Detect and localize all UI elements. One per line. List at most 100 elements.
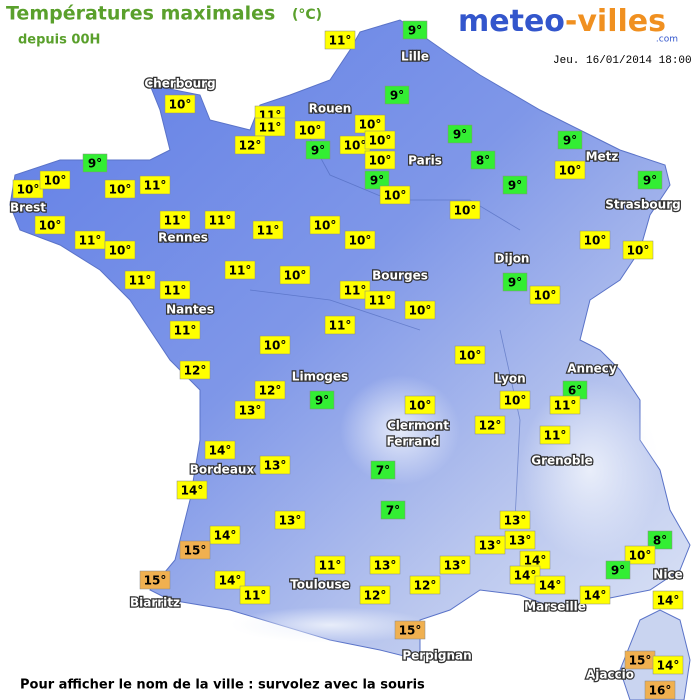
temp-badge [502,272,528,292]
temp-badge [449,200,481,220]
temp-badge [579,585,611,605]
temp-value: 12° [479,419,502,433]
temp-value: 9° [390,89,404,103]
temp-value: 10° [504,394,527,408]
temp-value: 11° [554,399,577,413]
temp-badge [204,440,236,460]
temp-value: 14° [657,594,680,608]
city-name: Lille [401,50,429,64]
title-unit: (°C) [292,7,322,23]
temp-value: 11° [259,121,282,135]
temp-badge [637,170,663,190]
temp-badge [402,20,428,40]
temp-badge [104,240,136,260]
labels: Cherbourg Lille Rouen Paris Metz Brest Strasbo… [9,20,684,700]
temp-badge [239,585,271,605]
city-name: Perpignan [402,649,471,663]
temp-value: 10° [409,399,432,413]
temp-value: 13° [479,539,502,553]
temp-badge [404,300,436,320]
temp-badge [309,215,341,235]
temp-value: 10° [629,549,652,563]
temp-value: 14° [657,659,680,673]
temp-value: 9° [453,128,467,142]
temp-value: 10° [44,174,67,188]
temp-badge [179,540,211,560]
temp-value: 11° [319,559,342,573]
city-name: Nice [653,568,682,582]
temp-value: 9° [508,276,522,290]
subtitle: depuis 00H [18,33,100,48]
temp-value: 7° [386,504,400,518]
temp-badge [529,285,561,305]
temp-value: 12° [414,579,437,593]
temp-badge [447,124,473,144]
temp-value: 8° [476,154,490,168]
temp-badge [34,215,66,235]
city-name: Nantes [166,303,214,317]
temp-value: 10° [409,304,432,318]
temp-badge [370,460,396,480]
temp-value: 13° [374,559,397,573]
temp-value: 10° [314,219,337,233]
temp-badge [364,170,390,190]
temp-value: 12° [239,139,262,153]
temp-badge [294,120,326,140]
temp-value: 10° [299,124,322,138]
temp-value: 8° [653,534,667,548]
city-name: Ajaccio [586,668,634,682]
city-name: Lyon [494,372,525,386]
temp-badge [557,130,583,150]
city-name: Paris [408,154,442,168]
temp-value: 7° [376,464,390,478]
temp-value: 10° [627,244,650,258]
temp-value: 11° [369,294,392,308]
temp-badge [454,345,486,365]
city-name: Toulouse [290,578,350,592]
city-name: Cherbourg [144,77,215,91]
temp-badge [324,30,356,50]
temp-value: 11° [174,324,197,338]
temp-badge [259,455,291,475]
temp-value: 9° [315,394,329,408]
temp-value: 10° [359,118,382,132]
temp-value: 11° [209,214,232,228]
temp-value: 10° [369,154,392,168]
city-name: Rouen [309,102,352,116]
temp-badge [644,680,676,700]
temp-value: 14° [524,554,547,568]
city-name: Dijon [495,252,530,266]
city-name: Rennes [158,231,208,245]
temp-value: 13° [509,534,532,548]
temp-badge [254,117,286,137]
temp-badge [314,555,346,575]
temp-value: 12° [364,589,387,603]
temp-value: 10° [109,244,132,258]
temp-value: 9° [508,179,522,193]
temp-badge [344,230,376,250]
temp-badge [647,530,673,550]
temp-value: 11° [257,224,280,238]
temp-badge [554,160,586,180]
temp-badge [204,210,236,230]
temp-badge [254,380,286,400]
temp-badge [209,525,241,545]
temp-value: 11° [144,179,167,193]
temp-value: 10° [369,134,392,148]
temp-badge [139,570,171,590]
temp-badge [305,140,331,160]
temp-value: 9° [563,134,577,148]
temp-value: 14° [214,529,237,543]
temp-badge [274,510,306,530]
temp-value: 10° [39,219,62,233]
temp-value: 11° [544,429,567,443]
temp-value: 11° [344,284,367,298]
temp-badge [622,240,654,260]
temp-value: 14° [539,579,562,593]
temp-badge [214,570,246,590]
temp-value: 15° [399,624,422,638]
temp-badge [404,395,436,415]
temp-value: 11° [164,284,187,298]
temp-value: 9° [88,157,102,171]
